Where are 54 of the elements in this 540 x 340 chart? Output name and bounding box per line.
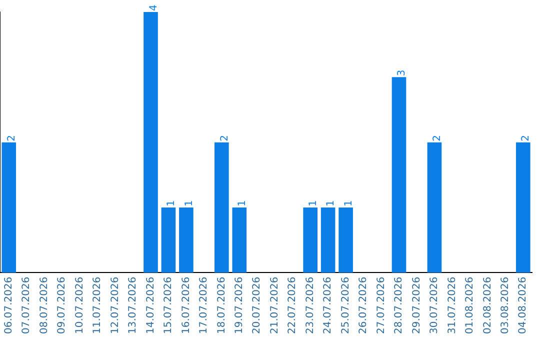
x-tick-label: 22.07.2026 [287, 276, 298, 334]
x-tick-label: 08.07.2026 [38, 276, 50, 334]
bar [179, 208, 194, 273]
x-tick-label: 06.07.2026 [3, 276, 14, 334]
bar [232, 208, 247, 273]
bar [338, 208, 353, 273]
data-label: 3 [396, 70, 408, 76]
x-tick-label: 26.07.2026 [358, 276, 370, 334]
x-tick-label: 13.07.2026 [128, 276, 139, 334]
x-tick-label: 10.07.2026 [74, 276, 86, 334]
x-tick-label: 23.07.2026 [304, 276, 316, 334]
x-tick-label: 01.08.2026 [464, 276, 476, 334]
x-tick-label: 04.08.2026 [518, 276, 529, 334]
bar [392, 77, 406, 273]
data-label: 2 [432, 134, 444, 142]
x-tick-label: 07.07.2026 [21, 276, 32, 334]
bar [161, 208, 176, 273]
x-tick-label: 19.07.2026 [234, 276, 245, 334]
x-tick-label: 27.07.2026 [376, 276, 387, 334]
data-label: 1 [166, 200, 178, 207]
x-tick-label: 30.07.2026 [429, 276, 440, 334]
data-label: 1 [236, 200, 248, 207]
x-tick-label: 29.07.2026 [411, 276, 422, 334]
x-tick-label: 20.07.2026 [252, 276, 263, 334]
bar [2, 142, 16, 273]
bar [214, 142, 229, 273]
x-tick-label: 03.08.2026 [500, 276, 511, 334]
x-tick-label: 16.07.2026 [180, 276, 192, 334]
x-tick-label: 28.07.2026 [394, 276, 405, 334]
x-tick-label: 12.07.2026 [110, 276, 121, 334]
x-tick-label: 15.07.2026 [163, 276, 174, 334]
bar [303, 208, 318, 273]
x-tick-label: 24.07.2026 [322, 276, 334, 334]
data-label: 2 [6, 134, 18, 142]
bar [427, 142, 442, 273]
bar [144, 12, 158, 273]
x-tick-label: 14.07.2026 [145, 276, 156, 334]
data-label: 1 [308, 200, 319, 207]
x-tick-label: 18.07.2026 [216, 276, 228, 334]
x-tick-label: 02.08.2026 [482, 276, 494, 334]
x-tick-label: 31.07.2026 [446, 276, 458, 334]
x-tick-label: 17.07.2026 [198, 276, 210, 334]
data-label: 1 [326, 200, 337, 207]
data-label: 2 [219, 134, 230, 142]
bar [516, 142, 530, 273]
x-tick-label: 25.07.2026 [340, 276, 352, 334]
x-tick-label: 21.07.2026 [269, 276, 280, 334]
bar [320, 208, 336, 273]
x-tick-label: 09.07.2026 [56, 276, 68, 334]
data-label: 4 [148, 4, 160, 11]
data-label: 2 [520, 134, 532, 142]
data-label: 1 [184, 200, 195, 207]
data-label: 1 [343, 200, 354, 207]
x-tick-label: 11.07.2026 [92, 276, 104, 334]
